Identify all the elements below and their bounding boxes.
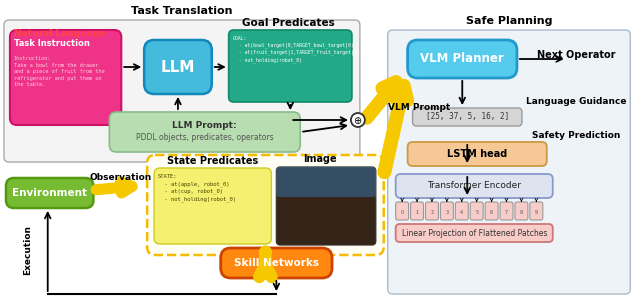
Text: 2: 2 xyxy=(430,211,433,215)
FancyBboxPatch shape xyxy=(485,202,498,220)
Text: VLM Planner: VLM Planner xyxy=(420,52,504,65)
FancyBboxPatch shape xyxy=(388,30,630,294)
FancyBboxPatch shape xyxy=(426,202,438,220)
Text: [25, 37, 5, 16, 2]: [25, 37, 5, 16, 2] xyxy=(426,112,509,122)
Text: 1: 1 xyxy=(415,211,419,215)
FancyBboxPatch shape xyxy=(396,174,553,198)
Text: Safe Planning: Safe Planning xyxy=(466,16,552,26)
FancyBboxPatch shape xyxy=(408,142,547,166)
Text: 0: 0 xyxy=(401,211,404,215)
Text: Transformer Encoder: Transformer Encoder xyxy=(428,182,521,190)
Text: 7: 7 xyxy=(505,211,508,215)
Text: PDDL objects, predicates, operators: PDDL objects, predicates, operators xyxy=(136,133,274,142)
FancyBboxPatch shape xyxy=(154,168,271,244)
Text: 6: 6 xyxy=(490,211,493,215)
Text: 8: 8 xyxy=(520,211,523,215)
FancyBboxPatch shape xyxy=(4,20,360,162)
Text: Goal Predicates: Goal Predicates xyxy=(242,18,335,28)
Circle shape xyxy=(351,113,365,127)
FancyBboxPatch shape xyxy=(530,202,543,220)
FancyBboxPatch shape xyxy=(276,167,376,245)
FancyBboxPatch shape xyxy=(455,202,468,220)
FancyBboxPatch shape xyxy=(500,202,513,220)
Text: Task Translation: Task Translation xyxy=(131,6,233,16)
FancyBboxPatch shape xyxy=(440,202,453,220)
Text: LLM Prompt:: LLM Prompt: xyxy=(173,121,237,130)
Text: LSTM head: LSTM head xyxy=(447,149,508,159)
FancyBboxPatch shape xyxy=(10,30,122,125)
FancyBboxPatch shape xyxy=(408,40,517,78)
Text: Task Instruction: Task Instruction xyxy=(14,39,90,48)
Text: Environment: Environment xyxy=(12,188,87,198)
FancyBboxPatch shape xyxy=(470,202,483,220)
FancyBboxPatch shape xyxy=(396,202,408,220)
FancyBboxPatch shape xyxy=(144,40,212,94)
FancyBboxPatch shape xyxy=(276,197,376,245)
Text: Linear Projection of Flattened Patches: Linear Projection of Flattened Patches xyxy=(401,229,547,238)
FancyBboxPatch shape xyxy=(228,30,352,102)
Text: Skill Networks: Skill Networks xyxy=(234,258,319,268)
Text: VLM Prompt: VLM Prompt xyxy=(388,103,450,112)
Text: 9: 9 xyxy=(535,211,538,215)
Text: STATE:
  - at(apple, robot_0)
  - at(cup, robot_0)
  - not_holding(robot_0): STATE: - at(apple, robot_0) - at(cup, ro… xyxy=(158,174,236,202)
Text: $\oplus$: $\oplus$ xyxy=(353,115,362,125)
Text: Safety Prediction: Safety Prediction xyxy=(532,131,621,140)
FancyBboxPatch shape xyxy=(411,202,424,220)
FancyBboxPatch shape xyxy=(413,108,522,126)
Text: Natural Language: Natural Language xyxy=(14,29,106,38)
FancyBboxPatch shape xyxy=(109,112,300,152)
FancyBboxPatch shape xyxy=(396,224,553,242)
Text: Execution: Execution xyxy=(23,225,33,275)
Text: Language Guidance: Language Guidance xyxy=(526,98,627,106)
Text: GOAL:
  - at(bowl_target|0,TARGET_bowl_target|0)
  - at(fruit_target|1,TARGET_fr: GOAL: - at(bowl_target|0,TARGET_bowl_tar… xyxy=(232,36,359,63)
FancyBboxPatch shape xyxy=(515,202,528,220)
Text: Observation: Observation xyxy=(89,173,152,182)
Text: State Predicates: State Predicates xyxy=(167,156,259,166)
Text: 4: 4 xyxy=(460,211,463,215)
FancyBboxPatch shape xyxy=(147,155,384,255)
FancyBboxPatch shape xyxy=(221,248,332,278)
Text: 5: 5 xyxy=(475,211,478,215)
Text: LLM: LLM xyxy=(161,59,195,74)
Text: Image: Image xyxy=(303,154,337,164)
Text: 3: 3 xyxy=(445,211,449,215)
Text: Next Operator: Next Operator xyxy=(538,50,616,60)
Text: Instruction:
Take a bowl from the drawer
and a piece of fruit from the
refrigera: Instruction: Take a bowl from the drawer… xyxy=(14,56,104,87)
FancyBboxPatch shape xyxy=(6,178,93,208)
FancyBboxPatch shape xyxy=(276,167,376,197)
